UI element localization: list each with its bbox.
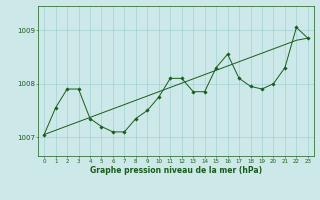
X-axis label: Graphe pression niveau de la mer (hPa): Graphe pression niveau de la mer (hPa) xyxy=(90,166,262,175)
